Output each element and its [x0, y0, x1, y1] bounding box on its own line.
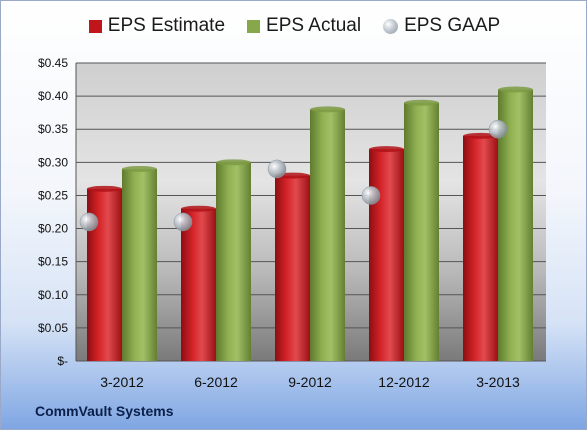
y-tick-label: $0.45: [38, 56, 68, 70]
y-tick-label: $0.05: [38, 321, 68, 335]
bar-eps-estimate-cap: [181, 205, 216, 212]
bar-eps-actual-cap: [216, 159, 251, 166]
legend-label-eps-gaap: EPS GAAP: [404, 15, 501, 36]
company-name: CommVault Systems: [35, 403, 174, 419]
marker-eps-gaap: [361, 186, 381, 205]
bar-eps-actual-cap: [498, 86, 533, 93]
bar-eps-actual-cap: [404, 99, 439, 106]
bar-eps-actual: [216, 162, 251, 361]
legend-swatch-eps-gaap: [383, 18, 399, 34]
x-tick-label: 3-2013: [476, 374, 520, 390]
bar-eps-estimate: [369, 149, 404, 361]
y-tick-label: $0.25: [38, 188, 68, 202]
gaap-markers: [79, 119, 508, 232]
y-tick-label: $0.15: [38, 255, 68, 269]
x-axis: 3-2012 6-2012 9-2012 12-2012 3-2013: [100, 374, 520, 390]
legend-label-eps-estimate: EPS Estimate: [107, 15, 226, 36]
bar-eps-estimate: [463, 135, 498, 361]
bar-eps-estimate-cap: [87, 185, 122, 192]
marker-eps-gaap: [173, 212, 193, 232]
legend-label-eps-actual: EPS Actual: [266, 15, 362, 36]
bar-eps-estimate: [275, 175, 310, 361]
legend-swatch-eps-actual: [247, 19, 261, 33]
legend-item-eps-gaap: EPS GAAP: [383, 15, 500, 37]
y-tick-label: $0.20: [38, 222, 68, 236]
y-tick-label: $0.40: [38, 89, 68, 103]
marker-eps-gaap: [267, 159, 287, 179]
bar-eps-actual: [122, 168, 157, 361]
marker-eps-gaap: [79, 212, 99, 232]
y-axis: $0.45 $0.40 $0.35 $0.30 $0.25 $0.20 $0.15 $0.10…: [38, 56, 68, 368]
bar-eps-estimate: [181, 208, 216, 361]
bar-eps-estimate-cap: [463, 132, 498, 139]
bar-eps-estimate-cap: [369, 146, 404, 153]
legend-swatch-eps-estimate: [88, 19, 102, 33]
y-tick-label: $0.30: [38, 155, 68, 169]
bar-eps-actual-cap: [310, 106, 345, 113]
bar-eps-actual-cap: [122, 165, 157, 172]
x-tick-label: 6-2012: [194, 374, 238, 390]
x-tick-label: 3-2012: [100, 374, 144, 390]
y-tick-label: $-: [57, 354, 68, 368]
legend-item-eps-actual: EPS Actual: [247, 15, 361, 37]
x-tick-label: 12-2012: [378, 374, 430, 390]
marker-eps-gaap: [488, 119, 508, 139]
y-tick-label: $0.35: [38, 122, 68, 136]
bar-eps-actual: [404, 102, 439, 361]
legend: EPS Estimate EPS Actual EPS GAAP: [1, 15, 586, 37]
bars: [87, 86, 533, 361]
bar-eps-actual: [310, 109, 345, 361]
x-tick-label: 9-2012: [288, 374, 332, 390]
y-tick-label: $0.10: [38, 288, 68, 302]
legend-item-eps-estimate: EPS Estimate: [88, 15, 226, 37]
